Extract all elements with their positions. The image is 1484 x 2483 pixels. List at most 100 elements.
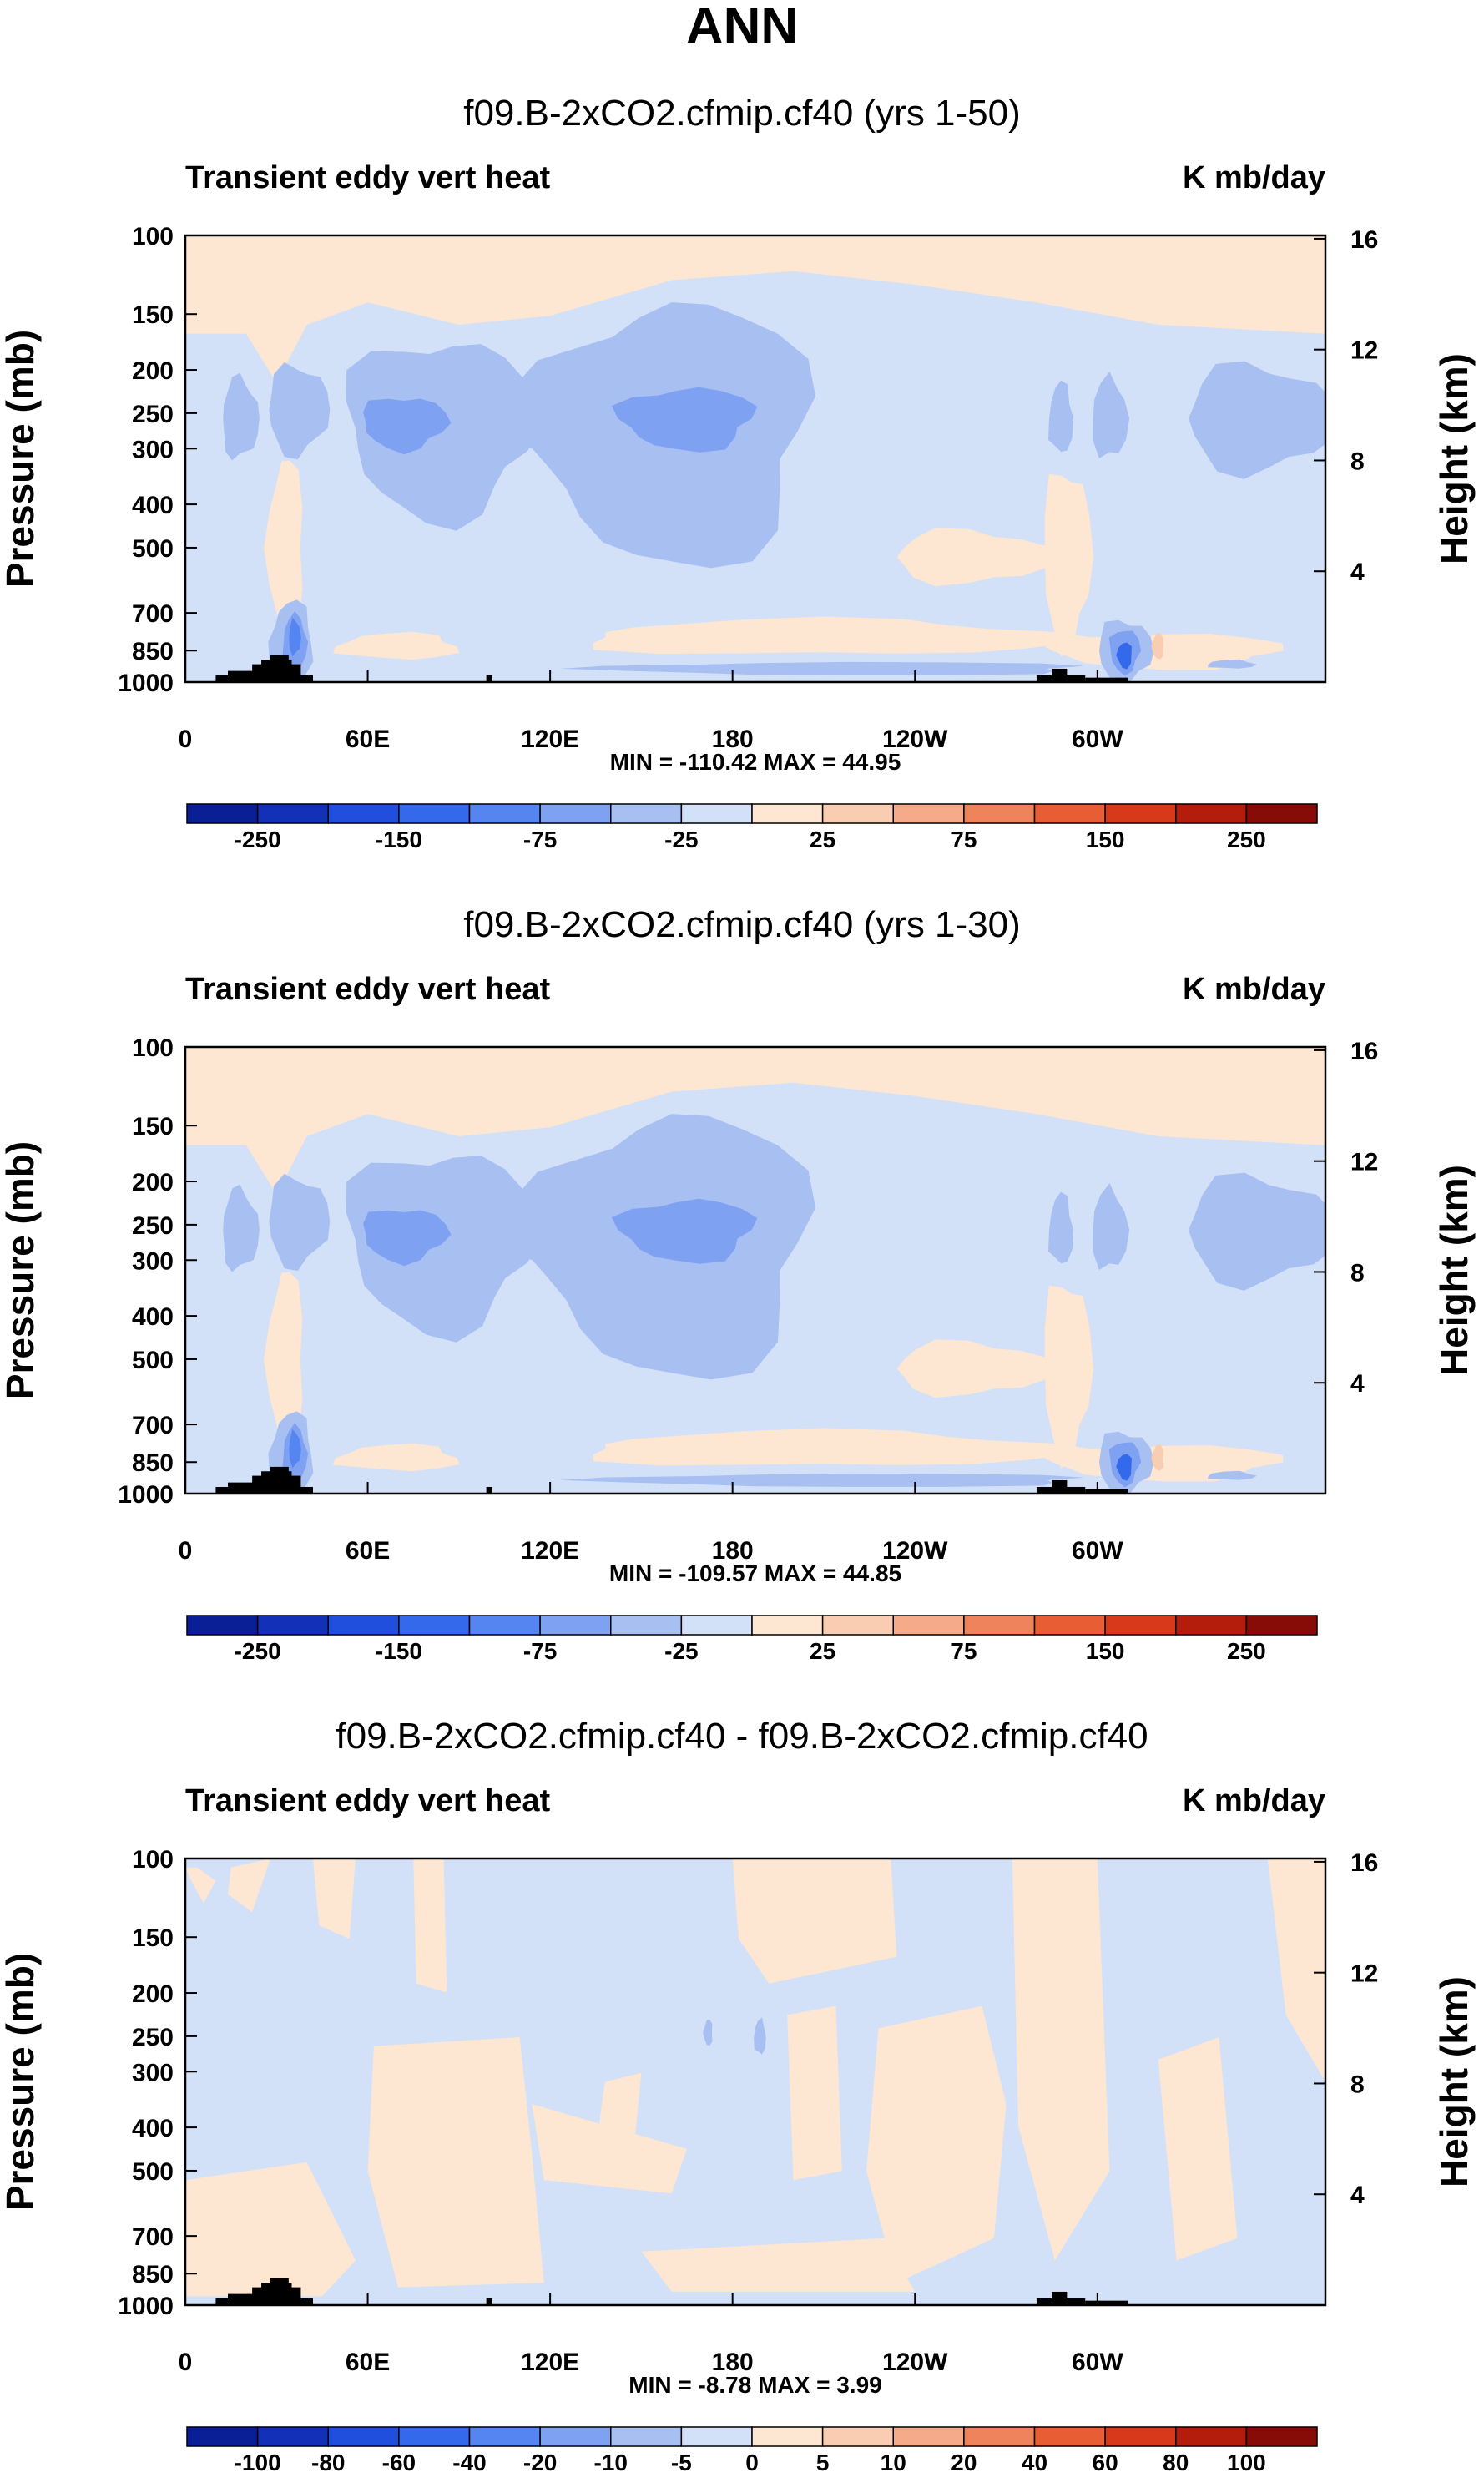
contour-region	[185, 235, 1325, 383]
terrain-mask	[295, 2298, 313, 2305]
y-axis-title: Pressure (mb)	[0, 330, 42, 588]
colorbar-swatch	[680, 1615, 753, 1636]
x-tick-label: 120E	[521, 726, 579, 753]
colorbar-swatch	[539, 1615, 612, 1636]
x-tick-label: 60W	[1072, 726, 1123, 753]
chart-title: f09.B-2xCO2.cfmip.cf40 (yrs 1-30)	[463, 904, 1021, 945]
colorbar-swatch	[186, 803, 259, 824]
colorbar-swatch	[1175, 1615, 1248, 1636]
x-tick-label: 60E	[346, 726, 390, 753]
contour-region	[332, 1443, 460, 1472]
contour-region	[641, 2238, 916, 2292]
colorbar-swatch	[186, 2426, 259, 2447]
terrain-mask	[486, 1486, 492, 1494]
contour-region	[1158, 2037, 1238, 2261]
y-tick-label: 150	[132, 1924, 174, 1952]
y-tick-label: 150	[132, 301, 174, 329]
contour-field	[185, 1047, 1325, 1494]
colorbar-label: 150	[1086, 827, 1125, 852]
colorbar-swatch	[751, 803, 824, 824]
colorbar-label: 75	[951, 827, 977, 852]
colorbar-swatch	[610, 1615, 683, 1636]
y-tick-label: 300	[132, 1247, 174, 1275]
colorbar-swatch	[680, 2426, 753, 2447]
contour-region	[598, 2072, 642, 2136]
contour-region	[269, 1173, 331, 1272]
page-title: ANN	[686, 0, 798, 55]
contour-region	[560, 1473, 1085, 1487]
chart-panel-1: f09.B-2xCO2.cfmip.cf40 (yrs 1-50) Transie…	[0, 93, 1476, 852]
contour-region	[269, 362, 331, 460]
y-tick-label: 300	[132, 436, 174, 463]
contour-region	[1189, 361, 1325, 479]
chart-title: f09.B-2xCO2.cfmip.cf40 - f09.B-2xCO2.cfm…	[336, 1716, 1148, 1757]
colorbar-swatch	[1175, 803, 1248, 824]
contour-region	[185, 1047, 1325, 1195]
colorbar-swatch	[468, 803, 541, 824]
terrain-mask	[1085, 1489, 1128, 1494]
contour-region	[367, 2037, 544, 2288]
colorbar-swatch	[256, 803, 329, 824]
contour-region	[560, 661, 1085, 675]
y-tick-label: 100	[132, 1846, 174, 1874]
height-tick-label: 8	[1350, 448, 1365, 475]
colorbar-swatch	[1175, 2426, 1248, 2447]
colorbar-swatch	[1245, 1615, 1318, 1636]
contour-region	[732, 1858, 897, 1984]
units-label: K mb/day	[1183, 1783, 1325, 1818]
chart-title: f09.B-2xCO2.cfmip.cf40 (yrs 1-50)	[463, 93, 1021, 134]
colorbar-swatch	[821, 1615, 894, 1636]
x-tick-label: 120W	[882, 2349, 948, 2376]
plot-frame	[184, 1045, 1327, 1495]
contour-region	[1151, 1444, 1164, 1471]
plot-frame	[184, 1857, 1327, 2307]
contour-region	[472, 1190, 603, 1261]
y-tick-label: 250	[132, 1212, 174, 1240]
colorbar-swatch	[963, 2426, 1036, 2447]
height-tick-label: 16	[1350, 1038, 1378, 1065]
contour-region	[223, 372, 260, 461]
colorbar-swatch	[539, 803, 612, 824]
colorbar-swatch	[398, 1615, 471, 1636]
colorbar-label: -40	[452, 2450, 486, 2475]
colorbar-swatch	[327, 803, 400, 824]
x-tick-label: 0	[179, 2349, 193, 2376]
contour-region	[185, 2162, 356, 2297]
contour-region	[1116, 1454, 1132, 1481]
colorbar-label: 5	[816, 2450, 830, 2475]
colorbar-label: 0	[745, 2450, 759, 2475]
contour-region	[1048, 1191, 1074, 1264]
contour-region	[185, 1867, 216, 1904]
terrain-mask	[1085, 2300, 1128, 2305]
height-tick-label: 16	[1350, 1849, 1378, 1877]
y-tick-label: 250	[132, 401, 174, 428]
colorbar-label: -150	[376, 1638, 422, 1664]
colorbar-swatch	[468, 2426, 541, 2447]
colorbar-label: -5	[671, 2450, 692, 2475]
y-tick-label: 400	[132, 492, 174, 519]
contour-region	[1048, 380, 1074, 453]
contour-region	[472, 378, 603, 449]
contour-region	[866, 2005, 1007, 2283]
colorbar-swatch	[256, 2426, 329, 2447]
colorbar-label: 25	[810, 827, 835, 852]
x-tick-label: 180	[712, 2349, 754, 2376]
colorbar-swatch	[892, 2426, 965, 2447]
terrain-mask	[1085, 677, 1128, 682]
height-tick-label: 12	[1350, 337, 1378, 365]
colorbar-label: -10	[594, 2450, 628, 2475]
contour-region	[346, 1156, 544, 1343]
contour-region	[413, 1858, 447, 1993]
contour-region	[289, 617, 301, 657]
contour-region	[1093, 372, 1130, 458]
colorbar-swatch	[1245, 803, 1318, 824]
colorbar-label: -100	[235, 2450, 281, 2475]
y-tick-label: 1000	[118, 1481, 174, 1509]
colorbar-label: -25	[664, 1638, 698, 1664]
units-label: K mb/day	[1183, 972, 1325, 1007]
contour-region	[611, 387, 758, 453]
colorbar-label: 25	[810, 1638, 835, 1664]
x-tick-label: 60E	[346, 2349, 390, 2376]
x-tick-label: 120W	[882, 1537, 948, 1565]
colorbar-swatch	[539, 2426, 612, 2447]
